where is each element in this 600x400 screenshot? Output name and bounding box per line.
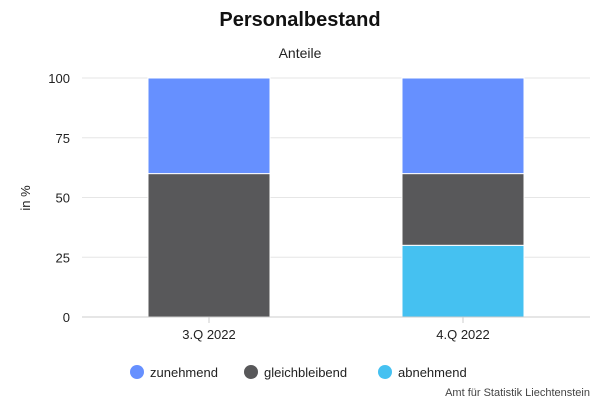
bar-segment-zunehmend[interactable] bbox=[147, 77, 271, 175]
axes: 0 25 50 75 100 3.Q 2022 4.Q 2022 bbox=[48, 71, 590, 342]
x-tick-label: 3.Q 2022 bbox=[182, 327, 236, 342]
legend-label: zunehmend bbox=[150, 365, 218, 380]
y-tick-label: 50 bbox=[56, 191, 70, 206]
y-axis-label: in % bbox=[18, 185, 33, 211]
y-tick-label: 25 bbox=[56, 250, 70, 265]
bar-segment-zunehmend[interactable] bbox=[401, 77, 525, 175]
legend-item-zunehmend[interactable]: zunehmend bbox=[130, 365, 218, 380]
legend-label: gleichbleibend bbox=[264, 365, 347, 380]
legend-label: abnehmend bbox=[398, 365, 467, 380]
chart-title: Personalbestand bbox=[219, 9, 380, 31]
legend-item-abnehmend[interactable]: abnehmend bbox=[378, 365, 467, 380]
y-tick-label: 100 bbox=[48, 71, 70, 86]
legend[interactable]: zunehmend gleichbleibend abnehmend bbox=[130, 365, 467, 380]
legend-swatch bbox=[378, 365, 392, 379]
y-tick-label: 0 bbox=[63, 310, 70, 325]
legend-swatch bbox=[244, 365, 258, 379]
chart-subtitle: Anteile bbox=[279, 45, 322, 61]
legend-item-gleichbleibend[interactable]: gleichbleibend bbox=[244, 365, 347, 380]
credit-text: Amt für Statistik Liechtenstein bbox=[445, 387, 590, 399]
bar-segment-abnehmend[interactable] bbox=[401, 244, 525, 318]
bars bbox=[147, 77, 525, 318]
legend-swatch bbox=[130, 365, 144, 379]
y-tick-label: 75 bbox=[56, 131, 70, 146]
bar-segment-gleichbleibend[interactable] bbox=[401, 173, 525, 246]
x-tick-label: 4.Q 2022 bbox=[436, 327, 490, 342]
bar-segment-gleichbleibend[interactable] bbox=[147, 173, 271, 318]
